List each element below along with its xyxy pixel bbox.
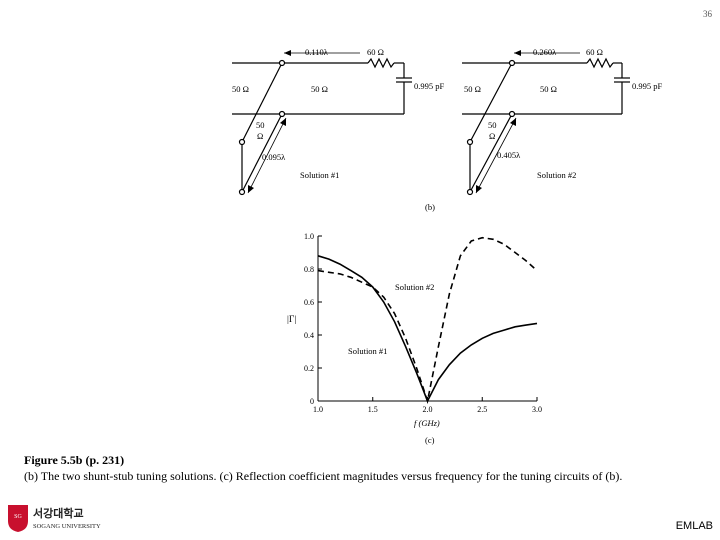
stub-impedance-unit-2: Ω [489, 131, 495, 141]
left-line-label-1: 50 Ω [232, 84, 249, 94]
stub-impedance-label-2: 50 [488, 120, 497, 130]
stub-distance-label-2: 0.405λ [497, 150, 521, 160]
panel-c-label: (c) [425, 435, 435, 445]
y-tick-label: 0 [310, 397, 314, 406]
solution-label-1: Solution #1 [300, 170, 339, 180]
y-tick-label: 0.4 [304, 331, 314, 340]
x-tick-label: 3.0 [532, 405, 542, 414]
resistor-label-2: 60 Ω [586, 47, 603, 57]
x-tick-label: 2.0 [423, 405, 433, 414]
caption-title: Figure 5.5b (p. 231) [24, 453, 125, 467]
caption-body: (b) The two shunt-stub tuning solutions.… [24, 469, 623, 483]
stub-impedance-label-1: 50 [256, 120, 265, 130]
resistor-label-1: 60 Ω [367, 47, 384, 57]
chart-ylabel: |Γ| [287, 315, 296, 325]
x-tick-label: 1.0 [313, 405, 323, 414]
logo-english-text: SOGANG UNIVERSITY [33, 523, 101, 530]
stub-length-label-2: 0.260λ [533, 47, 557, 57]
y-tick-label: 0.2 [304, 364, 314, 373]
x-tick-label: 1.5 [368, 405, 378, 414]
chart-xlabel: f (GHz) [414, 418, 440, 428]
circuit-solution-2 [462, 50, 630, 196]
x-tick-label: 2.5 [477, 405, 487, 414]
capacitor-label-2: 0.995 pF [632, 81, 663, 91]
left-line-label-2: 50 Ω [464, 84, 481, 94]
footer-label: EMLAB [675, 520, 713, 532]
stub-impedance-unit-1: Ω [257, 131, 263, 141]
chart-series-label-2: Solution #2 [395, 282, 434, 292]
y-tick-label: 0.8 [304, 265, 314, 274]
panel-b-label: (b) [425, 202, 435, 212]
mid-line-label-2: 50 Ω [540, 84, 557, 94]
figure-caption: Figure 5.5b (p. 231) (b) The two shunt-s… [24, 452, 664, 484]
sogang-university-logo: SG 서강대학교 SOGANG UNIVERSITY [8, 505, 101, 532]
chart-series-label-1: Solution #1 [348, 346, 387, 356]
y-tick-label: 1.0 [304, 232, 314, 241]
capacitor-label-1: 0.995 pF [414, 81, 445, 91]
reflection-chart: 1.0 1.5 2.0 2.5 3.0 0 0.2 0.4 0.6 0.8 1.0 [304, 232, 542, 414]
stub-distance-label-1: 0.095λ [262, 152, 286, 162]
slide-number: 36 [703, 9, 712, 19]
series-line-2 [317, 236, 538, 405]
university-seal-icon [8, 505, 28, 532]
solution-label-2: Solution #2 [537, 170, 576, 180]
svg-text:SG: SG [14, 514, 22, 520]
circuit-solution-1 [232, 50, 412, 196]
logo-korean-text: 서강대학교 [33, 506, 84, 520]
stub-length-label-1: 0.110λ [305, 47, 329, 57]
mid-line-label-1: 50 Ω [311, 84, 328, 94]
y-tick-label: 0.6 [304, 298, 314, 307]
